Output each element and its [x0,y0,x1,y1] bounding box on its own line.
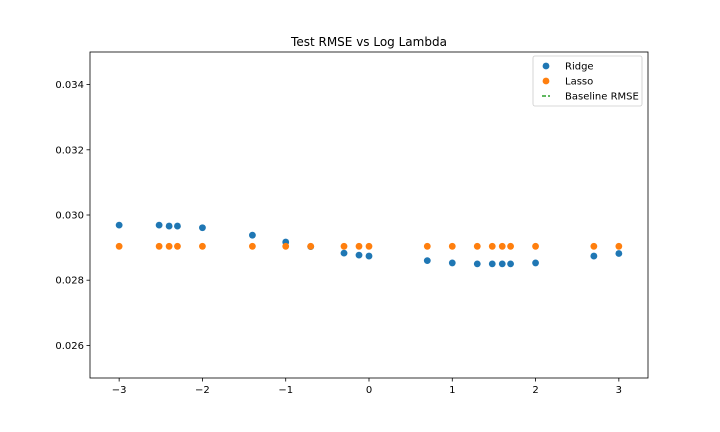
x-tick-label: 1 [449,385,455,396]
lasso-point [155,242,163,250]
lasso-point [199,242,206,250]
lasso-point [473,242,481,250]
ridge-point [448,259,456,267]
x-axis: −3 −2 −1 0 1 2 3 [112,378,622,396]
lasso-point [498,242,506,250]
y-tick-label: 0.028 [55,276,84,287]
ridge-point [473,260,481,268]
baseline-rmse-legend-label: Baseline RMSE [565,92,639,103]
x-tick-label: 2 [532,385,538,396]
y-tick-label: 0.030 [55,211,84,222]
ridge-point [340,249,348,257]
legend: Ridge Lasso Baseline RMSE [532,55,643,107]
lasso-legend-marker [542,77,550,85]
y-tick-label: 0.032 [55,145,84,156]
ridge-legend-marker [542,62,550,70]
ridge-point [174,222,181,230]
y-tick-label: 0.026 [55,341,84,352]
x-tick-label: 0 [366,385,372,396]
ridge-point [155,221,163,229]
lasso-point [448,242,456,250]
ridge-point [507,260,514,268]
lasso-point [507,242,514,250]
x-tick-label: −1 [278,385,293,396]
ridge-point [199,224,206,232]
ridge-point [590,252,598,260]
ridge-point [498,260,506,268]
lasso-point [488,242,496,250]
chart-title: Test RMSE vs Log Lambda [290,35,447,49]
legend-box [532,55,643,107]
y-axis: 0.026 0.028 0.030 0.032 0.034 [55,80,90,352]
lasso-point [365,242,373,250]
lasso-point [532,242,539,250]
data-points [115,221,623,268]
ridge-point [355,251,363,259]
lasso-point [115,242,123,250]
ridge-legend-label: Ridge [565,62,594,73]
ridge-point [365,252,373,260]
ridge-point [532,259,539,267]
y-tick-label: 0.034 [55,80,84,91]
lasso-point [355,242,363,250]
ridge-point [615,250,623,257]
ridge-point [488,260,496,268]
lasso-point [165,242,173,250]
lasso-point [615,242,623,250]
ridge-point [115,221,123,229]
x-tick-label: −2 [195,385,210,396]
x-tick-label: −3 [112,385,127,396]
lasso-point [340,242,348,250]
lasso-point [307,242,315,250]
lasso-legend-label: Lasso [565,77,593,88]
ridge-point [423,257,431,265]
ridge-point [249,231,256,239]
lasso-point [423,242,431,250]
lasso-point [174,242,181,250]
x-tick-label: 3 [616,385,622,396]
lasso-point [590,242,598,250]
ridge-point [165,222,173,230]
lasso-point [282,242,290,250]
lasso-point [249,242,256,250]
